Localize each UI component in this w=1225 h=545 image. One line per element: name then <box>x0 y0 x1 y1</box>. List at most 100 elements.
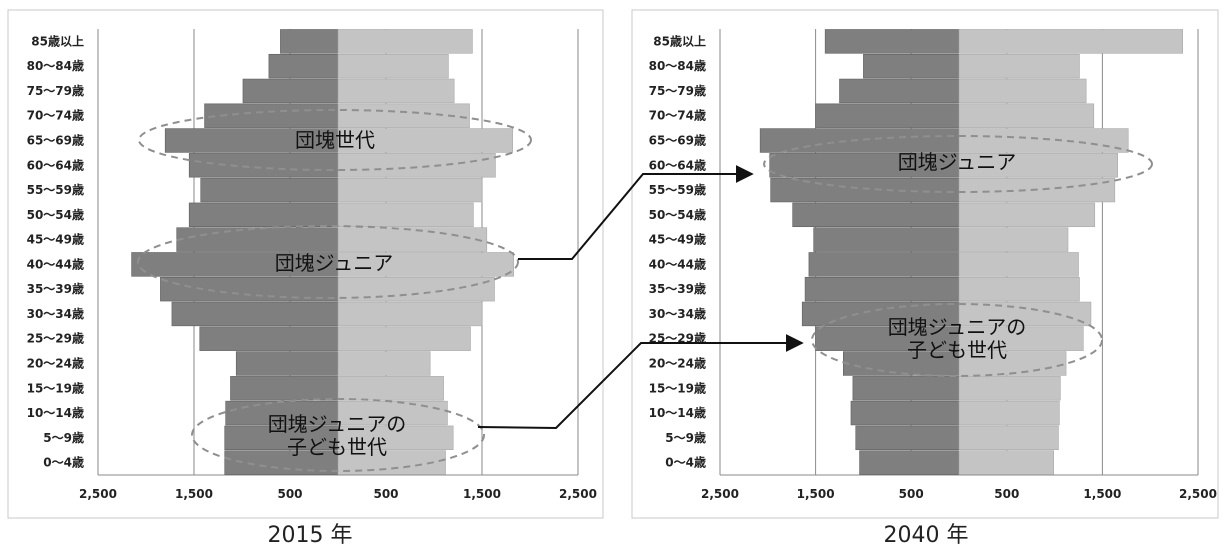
bar-left-80～84歳 <box>863 53 960 79</box>
category-label: 60～64歳 <box>27 157 84 172</box>
bar-right-70～74歳 <box>958 103 1095 128</box>
category-label: 65～69歳 <box>649 133 706 148</box>
category-label: 25～29歳 <box>27 331 84 346</box>
category-label: 80～84歳 <box>649 58 706 73</box>
category-label: 70～74歳 <box>649 108 706 123</box>
bar-left-35～39歳 <box>160 276 339 302</box>
chart-title-2015: 2015 年 <box>268 523 353 545</box>
bar-right-75～79歳 <box>337 78 455 104</box>
bar-left-45～49歳 <box>813 227 960 252</box>
category-label: 40～44歳 <box>649 256 706 271</box>
category-label: 40～44歳 <box>27 256 84 271</box>
category-label: 0～4歳 <box>665 455 706 470</box>
annotation-dankai-junior-children-2015: 団塊ジュニアの子ども世代 <box>268 412 407 459</box>
chart-title-2040: 2040 年 <box>884 523 969 545</box>
bar-left-25～29歳 <box>199 326 339 351</box>
bar-right-35～39歳 <box>337 276 495 302</box>
category-label: 25～29歳 <box>649 331 706 346</box>
bar-left-75～79歳 <box>839 78 960 104</box>
category-label: 80～84歳 <box>27 58 84 73</box>
bar-left-40～44歳 <box>808 252 960 277</box>
category-label: 0～4歳 <box>43 455 84 470</box>
x-tick-label: 2,500 <box>1179 487 1217 501</box>
category-label: 5～9歳 <box>43 430 84 445</box>
bar-right-60～64歳 <box>958 153 1118 178</box>
category-label: 55～59歳 <box>27 182 84 197</box>
bar-right-25～29歳 <box>958 326 1084 351</box>
category-label: 55～59歳 <box>649 182 706 197</box>
annotation-dankai-junior-2015: 団塊ジュニア <box>275 251 394 275</box>
ellipse-dankai-junior-children-2015 <box>191 398 485 472</box>
bar-left-60～64歳 <box>188 153 339 178</box>
x-tick-label: 500 <box>277 487 302 501</box>
bar-right-50～54歳 <box>958 202 1096 228</box>
bar-right-10～14歳 <box>958 400 1060 426</box>
bar-right-80～84歳 <box>337 53 449 79</box>
bar-right-5～9歳 <box>337 425 454 451</box>
category-label: 45～49歳 <box>27 232 84 247</box>
population-pyramid-2040: 85歳以上 80～84歳 75～79歳 70～74歳 65～69歳 60～64歳 55～59… <box>649 29 1217 501</box>
x-tick-label: 1,500 <box>797 487 835 501</box>
category-label: 10～14歳 <box>27 405 84 420</box>
bar-left-50～54歳 <box>188 202 339 228</box>
bar-right-35～39歳 <box>958 276 1080 302</box>
bar-left-55～59歳 <box>200 177 339 203</box>
bar-right-65～69歳 <box>337 128 514 153</box>
x-tick-label: 500 <box>994 487 1019 501</box>
category-label: 10～14歳 <box>649 405 706 420</box>
ellipse-dankai-2015 <box>138 109 532 171</box>
bar-left-50～54歳 <box>792 202 960 228</box>
bar-left-85歳以上 <box>280 29 339 54</box>
category-label: 30～34歳 <box>27 306 84 321</box>
bar-left-55～59歳 <box>770 177 960 203</box>
bar-right-80～84歳 <box>958 53 1080 79</box>
category-label: 85歳以上 <box>653 33 706 48</box>
bar-right-20～24歳 <box>337 351 431 376</box>
bar-right-85歳以上 <box>958 29 1184 54</box>
ellipse-dankai-junior-2040 <box>763 135 1153 193</box>
bar-left-15～19歳 <box>852 376 960 401</box>
bar-right-50～54歳 <box>337 202 474 228</box>
category-label: 50～54歳 <box>27 207 84 222</box>
bar-right-30～34歳 <box>958 301 1092 327</box>
bar-left-30～34歳 <box>171 301 339 327</box>
bar-right-10～14歳 <box>337 400 448 426</box>
x-tick-label: 2,500 <box>701 487 739 501</box>
bar-right-0～4歳 <box>337 450 446 475</box>
bar-right-40～44歳 <box>337 252 514 277</box>
bar-left-5～9歳 <box>855 425 960 451</box>
bar-left-75～79歳 <box>242 78 339 104</box>
x-tick-label: 1,500 <box>463 487 501 501</box>
bar-left-20～24歳 <box>235 351 339 376</box>
category-label: 20～24歳 <box>649 356 706 371</box>
x-tick-label: 2,500 <box>559 487 597 501</box>
category-label: 60～64歳 <box>649 157 706 172</box>
category-label: 50～54歳 <box>649 207 706 222</box>
annotation-dankai-junior-children-2040: 団塊ジュニアの子ども世代 <box>888 315 1027 362</box>
bar-left-10～14歳 <box>850 400 960 426</box>
annotation-dankai-2015: 団塊世代 <box>295 128 375 152</box>
bar-left-85歳以上 <box>824 29 960 54</box>
category-label: 70～74歳 <box>27 108 84 123</box>
category-label: 75～79歳 <box>649 83 706 98</box>
bar-left-45～49歳 <box>176 227 339 252</box>
category-label: 45～49歳 <box>649 232 706 247</box>
bar-left-0～4歳 <box>859 450 960 475</box>
bar-right-85歳以上 <box>337 29 473 54</box>
category-label: 15～19歳 <box>27 380 84 395</box>
bar-left-15～19歳 <box>230 376 339 401</box>
category-label: 35～39歳 <box>649 281 706 296</box>
category-label: 5～9歳 <box>665 430 706 445</box>
category-label: 65～69歳 <box>27 133 84 148</box>
bar-right-45～49歳 <box>337 227 488 252</box>
arrow-dankai-junior-children <box>477 334 804 430</box>
bar-right-45～49歳 <box>958 227 1069 252</box>
bar-left-65～69歳 <box>759 128 960 153</box>
bar-left-70～74歳 <box>815 103 960 128</box>
bar-left-35～39歳 <box>804 276 960 302</box>
bar-right-0～4歳 <box>958 450 1054 475</box>
category-label: 30～34歳 <box>649 306 706 321</box>
bar-right-65～69歳 <box>958 128 1129 153</box>
bar-right-25～29歳 <box>337 326 471 351</box>
